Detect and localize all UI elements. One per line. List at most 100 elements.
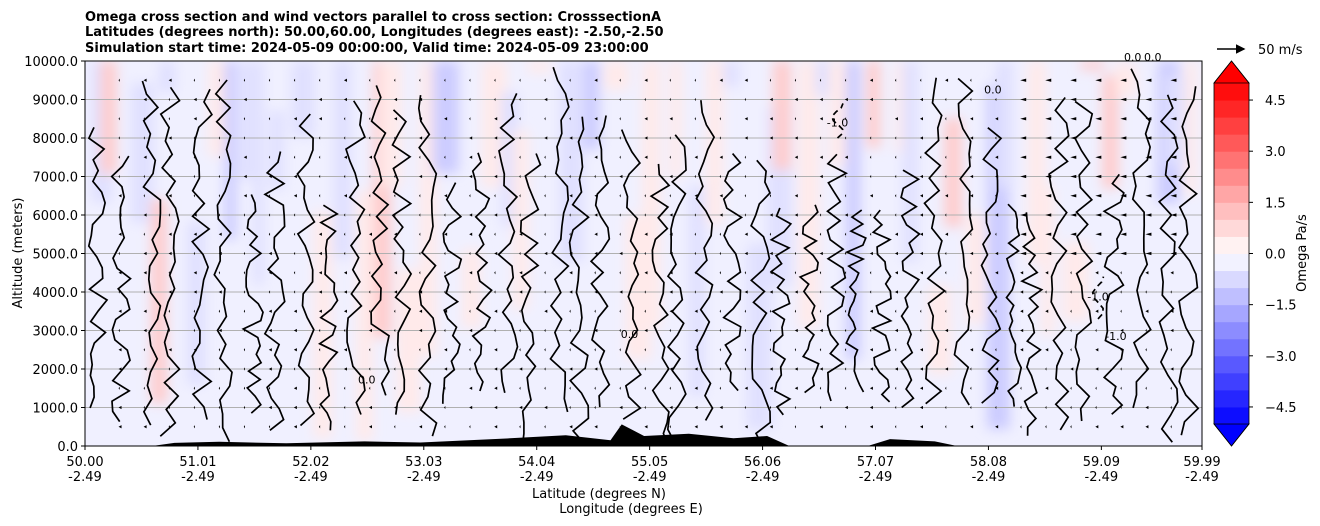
omega-shade-band — [902, 61, 918, 262]
wind-vector — [444, 348, 448, 352]
wind-vector — [819, 232, 822, 236]
wind-vector — [794, 117, 796, 121]
wind-vector — [694, 213, 696, 217]
wind-vector — [168, 425, 170, 429]
omega-shade-band — [1027, 61, 1046, 263]
wind-vector — [594, 271, 596, 275]
wind-vector — [193, 194, 195, 198]
wind-vector — [1020, 97, 1027, 102]
wind-vector — [619, 271, 621, 275]
wind-vector — [1020, 405, 1022, 410]
wind-vector — [719, 155, 723, 159]
colorbar-tick-label: 3.0 — [1265, 145, 1286, 160]
wind-vector — [619, 367, 621, 371]
contour-label: 0.0 — [358, 374, 376, 387]
contour-line-zero — [1130, 68, 1152, 409]
wind-vector — [819, 78, 822, 82]
wind-vector — [369, 97, 371, 102]
wind-vector — [669, 155, 671, 159]
colorbar-segment — [1214, 355, 1249, 374]
wind-vector — [819, 117, 823, 121]
wind-vector — [970, 367, 972, 371]
wind-vector — [1070, 348, 1072, 352]
wind-vector — [1120, 117, 1127, 121]
wind-vector — [794, 97, 798, 102]
wind-vector — [945, 136, 949, 140]
omega-shade-band — [995, 61, 1014, 189]
wind-vector — [719, 174, 721, 179]
wind-vector — [1020, 290, 1024, 294]
wind-vector — [619, 328, 621, 333]
contour-line-zero — [141, 80, 162, 426]
colorbar-segment — [1214, 338, 1249, 357]
wind-vector — [268, 290, 271, 294]
wind-vector — [569, 136, 573, 140]
wind-vector — [844, 213, 848, 217]
wind-vector — [744, 117, 748, 121]
wind-vector — [369, 117, 371, 121]
contour-line-zero — [844, 209, 867, 393]
wind-vector — [869, 251, 873, 256]
wind-vector — [694, 136, 696, 140]
wind-vector — [218, 155, 220, 159]
wind-vector — [1095, 367, 1099, 371]
wind-vector — [1095, 97, 1102, 102]
wind-vector — [844, 78, 847, 82]
wind-vector — [844, 309, 847, 313]
wind-vector — [193, 251, 195, 256]
wind-vector — [1020, 425, 1022, 429]
wind-vector — [719, 78, 723, 82]
wind-vector — [819, 386, 822, 390]
wind-vector — [1045, 136, 1052, 140]
wind-vector — [1120, 425, 1124, 429]
wind-vector — [143, 194, 145, 198]
contour-line-zero — [1157, 94, 1179, 443]
colorbar-segment — [1214, 253, 1249, 272]
omega-shade-band — [773, 61, 791, 170]
wind-vector — [970, 271, 972, 275]
wind-vector — [243, 251, 245, 256]
wind-vector — [193, 213, 197, 217]
wind-vector — [343, 213, 346, 217]
wind-vector — [394, 290, 398, 294]
wind-vector — [945, 425, 947, 429]
wind-vector — [1020, 194, 1027, 198]
x-tick-label-lon: -2.49 — [633, 470, 667, 485]
wind-vector — [1020, 213, 1027, 217]
wind-vector — [218, 271, 220, 275]
wind-vector — [1070, 309, 1072, 313]
x-tick-label-lat: 59.09 — [1083, 455, 1120, 470]
wind-vector — [419, 136, 423, 140]
wind-vector — [769, 309, 771, 313]
wind-vector — [419, 174, 423, 179]
wind-vector — [218, 386, 220, 390]
wind-vector — [218, 117, 220, 121]
wind-vector — [1145, 386, 1147, 390]
wind-vector — [744, 328, 746, 333]
wind-vector — [694, 174, 696, 179]
wind-vector — [444, 232, 448, 236]
wind-vector — [744, 309, 746, 313]
wind-vector — [794, 194, 798, 198]
wind-vector — [819, 290, 822, 294]
wind-vector — [519, 386, 521, 390]
wind-vector — [318, 348, 321, 352]
wind-vector — [268, 213, 271, 217]
wind-vector — [970, 425, 974, 429]
wind-vector — [1120, 97, 1127, 102]
wind-vector — [794, 386, 798, 390]
wind-vector — [995, 251, 999, 256]
wind-vector — [945, 328, 949, 333]
wind-vector — [920, 271, 924, 275]
omega-shade-band — [187, 222, 206, 386]
wind-vector — [193, 386, 195, 390]
wind-vector — [469, 290, 471, 294]
wind-vector — [819, 405, 822, 410]
wind-vector — [343, 194, 347, 198]
wind-vector — [844, 136, 847, 140]
wind-vector — [669, 251, 673, 256]
wind-vector — [193, 405, 195, 410]
wind-vector — [343, 117, 346, 121]
wind-vector — [494, 155, 496, 159]
wind-vector — [1145, 348, 1147, 352]
